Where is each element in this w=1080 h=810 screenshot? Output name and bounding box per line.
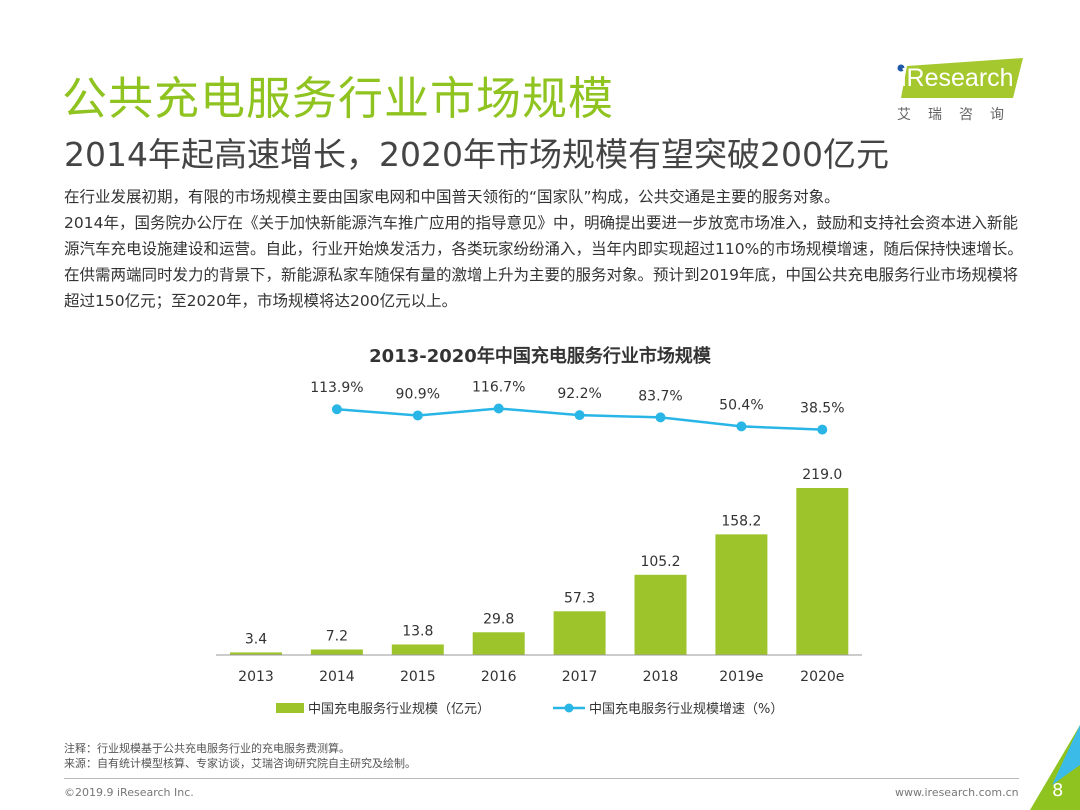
iresearch-logo: iResearch 艾瑞咨询 [893,58,1023,128]
x-tick-label: 2016 [481,669,517,685]
growth-value-label: 116.7% [472,379,525,395]
legend-bar-swatch [276,703,304,713]
x-tick-label: 2015 [400,669,436,685]
notes: 注释：行业规模基于公共充电服务行业的充电服务费测算。 来源：自有统计模型核算、专… [64,741,416,771]
page-title: 公共充电服务行业市场规模 [62,72,615,125]
growth-point-2017 [574,410,585,421]
growth-point-2015 [412,410,423,421]
bar-2019e [715,534,768,655]
bar-2017 [553,611,606,655]
body-text: 在行业发展初期，有限的市场规模主要由国家电网和中国普天领衔的“国家队”构成，公共… [64,184,1029,314]
growth-point-2018 [655,412,666,423]
x-tick-label: 2014 [319,669,355,685]
footer-divider [64,778,1019,779]
website-link[interactable]: www.iresearch.com.cn [895,786,1019,799]
x-tick-label: 2018 [643,669,679,685]
bar-2013 [230,652,282,655]
bar-2014 [310,649,363,655]
legend-line-marker [564,703,574,713]
bar-2015 [391,644,444,655]
page-subtitle: 2014年起高速增长，2020年市场规模有望突破200亿元 [64,135,889,174]
bar-value-label: 3.4 [245,631,267,647]
logo-chinese: 艾瑞咨询 [897,107,1021,123]
chart-title: 2013-2020年中国充电服务行业市场规模 [369,346,711,367]
bar-value-label: 13.8 [402,623,433,639]
bar-value-label: 57.3 [564,590,595,606]
body-paragraph: 在行业发展初期，有限的市场规模主要由国家电网和中国普天领衔的“国家队”构成，公共… [64,188,840,206]
growth-value-label: 113.9% [310,380,363,396]
growth-point-2019e [736,421,747,432]
page-number: 8 [1052,780,1064,801]
body-paragraph: 2014年，国务院办公厅在《关于加快新能源汽车推广应用的指导意见》中，明确提出要… [64,214,1023,310]
growth-point-2016 [493,403,504,414]
growth-point-2020e [817,424,828,435]
bar-2020e [796,488,849,655]
growth-point-2014 [331,404,342,415]
growth-value-label: 92.2% [557,386,601,402]
x-tick-label: 2019e [719,669,763,685]
bar-value-label: 105.2 [640,554,680,570]
x-tick-label: 2013 [238,669,274,685]
bar-value-label: 29.8 [483,611,514,627]
bar-2018 [634,574,687,655]
x-tick-label: 2017 [562,669,598,685]
logo-text: iResearch [901,64,1014,92]
logo-banner [897,58,1023,98]
bar-value-label: 219.0 [802,467,842,483]
copyright: ©2019.9 iResearch Inc. [64,786,194,799]
growth-value-label: 38.5% [800,401,844,417]
legend-bar-label: 中国充电服务行业规模（亿元） [308,701,490,717]
growth-value-label: 90.9% [396,386,440,402]
growth-value-label: 83.7% [638,388,682,404]
legend: 中国充电服务行业规模（亿元） 中国充电服务行业规模增速（%） [276,701,783,717]
bar-value-label: 7.2 [326,629,348,645]
x-tick-label: 2020e [800,669,844,685]
legend-line-label: 中国充电服务行业规模增速（%） [589,701,783,717]
note-text: 注释：行业规模基于公共充电服务行业的充电服务费测算。 [64,742,350,755]
bar-2016 [472,632,525,655]
corner-decoration [1030,725,1080,810]
growth-value-label: 50.4% [719,397,763,413]
bar-value-label: 158.2 [721,513,761,529]
source-text: 来源：自有统计模型核算、专家访谈，艾瑞咨询研究院自主研究及绘制。 [64,757,416,770]
